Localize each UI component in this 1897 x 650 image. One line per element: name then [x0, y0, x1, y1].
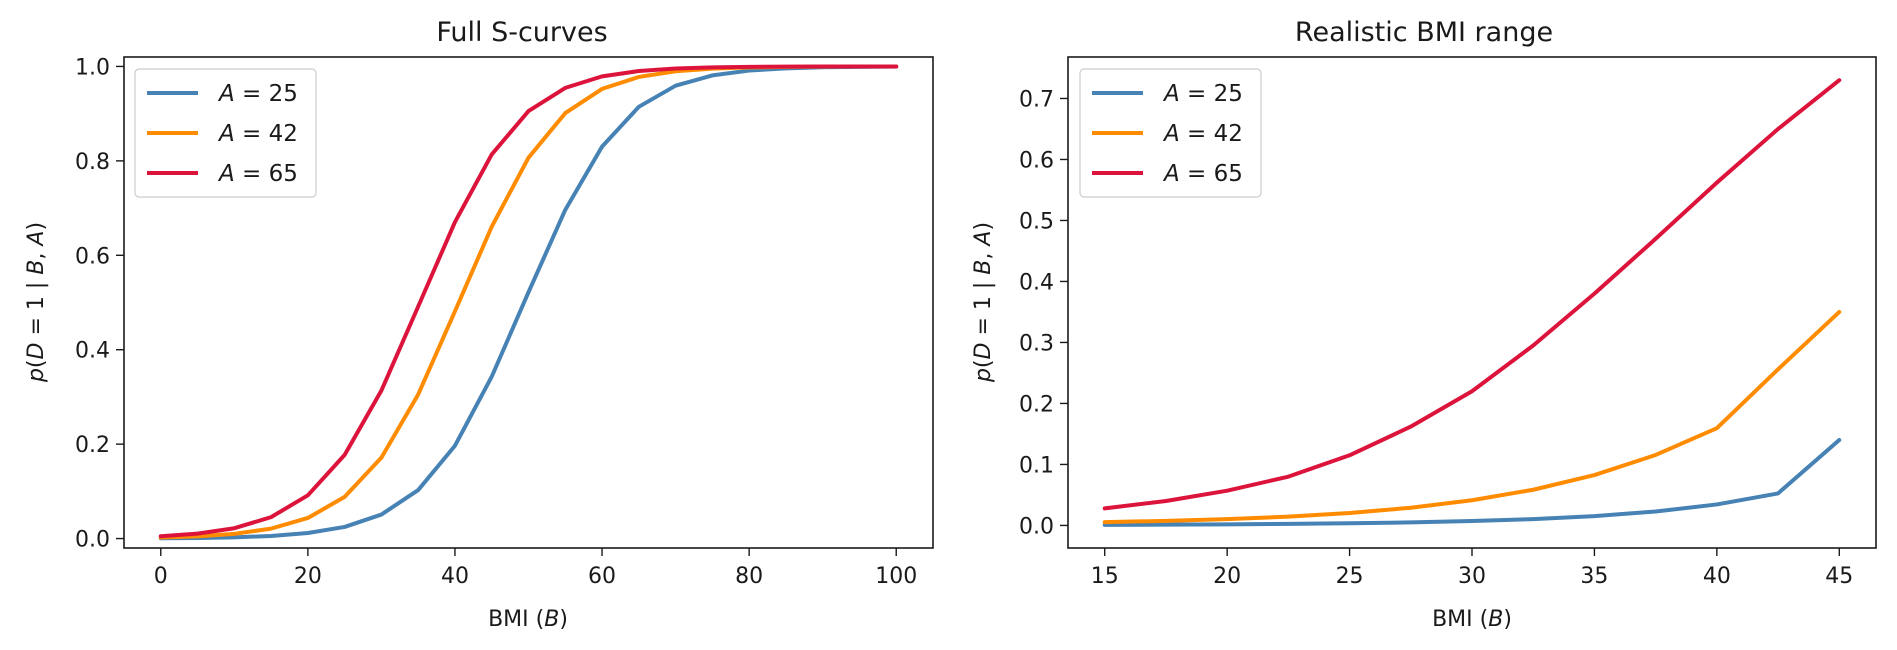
y-tick-label: 0.5: [1019, 209, 1054, 234]
x-tick-label: 15: [1091, 564, 1119, 589]
x-axis-label: BMI (B): [1432, 607, 1512, 632]
y-tick-label: 0.1: [1019, 453, 1054, 478]
plot-frame: [123, 56, 934, 549]
plot-area-right: [1067, 56, 1877, 549]
y-tick-label: 0.6: [75, 244, 110, 269]
legend: A = 25 A = 42 A = 65: [134, 68, 317, 198]
y-tick-label: 1.0: [75, 55, 110, 80]
panel-realistic-bmi-range: Realistic BMI range 15 20 25 30 35 40 45 0.00.…: [971, 17, 1877, 632]
y-tick-label: 0.2: [75, 433, 110, 458]
legend-label-a42: A = 42: [1162, 121, 1243, 147]
y-axis-ticks: 0.0 0.1 0.2 0.3 0.4 0.5 0.6 0.7: [1019, 87, 1068, 539]
y-tick-label: 0.0: [75, 528, 110, 553]
series-lines: [1102, 78, 1842, 527]
x-tick-label: 20: [1213, 564, 1241, 589]
y-axis-ticks: 0.0 0.2 0.4 0.6 0.8 1.0: [75, 55, 124, 553]
y-tick-label: 0.4: [1019, 270, 1054, 295]
legend-box: [134, 68, 317, 198]
x-tick-label: 80: [735, 564, 763, 589]
y-tick-label: 0.8: [75, 150, 110, 175]
x-tick-label: 60: [588, 564, 616, 589]
y-tick-label: 0.2: [1019, 392, 1054, 417]
x-axis-ticks: 15 20 25 30 35 40 45: [1091, 548, 1853, 589]
x-tick-label: 25: [1336, 564, 1364, 589]
y-tick-label: 0.4: [75, 339, 110, 364]
x-tick-label: 35: [1580, 564, 1608, 589]
legend-label-a42: A = 42: [217, 121, 298, 147]
x-tick-label: 100: [875, 564, 917, 589]
x-axis-ticks: 0 20 40 60 80 100: [154, 548, 917, 589]
x-axis-label: BMI (B): [488, 607, 568, 632]
series-line-a42: [1102, 309, 1842, 525]
y-tick-label: 0.0: [1019, 514, 1054, 539]
y-tick-label: 0.3: [1019, 331, 1054, 356]
x-tick-label: 45: [1825, 564, 1853, 589]
x-tick-label: 40: [1703, 564, 1731, 589]
y-tick-label: 0.6: [1019, 148, 1054, 173]
x-tick-label: 30: [1458, 564, 1486, 589]
legend: A = 25 A = 42 A = 65: [1079, 68, 1262, 198]
series-line-a65: [1102, 78, 1842, 511]
x-tick-label: 20: [294, 564, 322, 589]
panel-full-s-curves: Full S-curves 0 20 40 60 80 100 0.00.20.40.60…: [24, 17, 934, 632]
x-tick-label: 0: [154, 564, 168, 589]
legend-label-a65: A = 65: [217, 161, 298, 187]
legend-label-a25: A = 25: [217, 81, 298, 107]
plot-area-left: [123, 56, 934, 549]
chart-title: Realistic BMI range: [1295, 17, 1553, 48]
legend-label-a65: A = 65: [1162, 161, 1243, 187]
series-line-a65: [158, 64, 899, 539]
series-lines: [158, 64, 899, 541]
y-tick-label: 0.7: [1019, 87, 1054, 112]
legend-label-a25: A = 25: [1162, 81, 1243, 107]
x-tick-label: 40: [441, 564, 469, 589]
legend-box: [1079, 68, 1262, 198]
series-line-a25: [1102, 438, 1842, 527]
chart-title: Full S-curves: [436, 17, 607, 48]
y-axis-label: p(D = 1 | B, A): [971, 222, 996, 383]
y-axis-label: p(D = 1 | B, A): [24, 222, 49, 383]
